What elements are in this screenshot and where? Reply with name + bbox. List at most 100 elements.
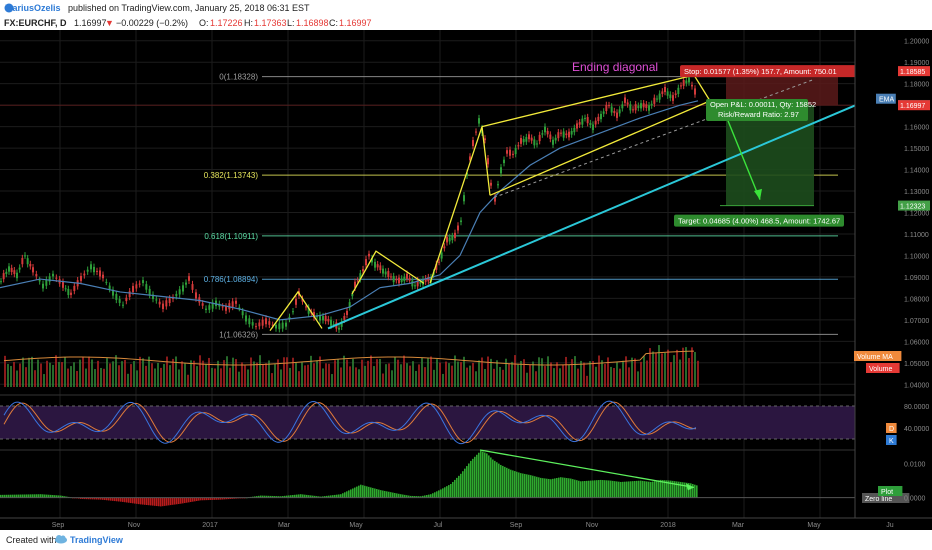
- volume-bar: [460, 362, 462, 387]
- time-tick-label: Jul: [434, 522, 443, 529]
- volume-bar: [574, 356, 576, 387]
- histogram-bar: [538, 477, 540, 498]
- volume-bar: [274, 364, 276, 387]
- histogram-bar: [642, 480, 644, 498]
- volume-bar: [193, 360, 195, 387]
- histogram-bar: [256, 496, 258, 498]
- histogram-bar: [264, 495, 266, 498]
- volume-bar: [13, 361, 15, 387]
- volume-bar: [616, 361, 618, 387]
- histogram-bar: [610, 480, 612, 498]
- histogram-bar: [414, 496, 416, 498]
- histogram-bar: [140, 497, 142, 505]
- candle-body: [552, 139, 554, 145]
- time-axis[interactable]: Sep Nov 2017 Mar May Jul Sep Nov 2018 Mar May Ju: [0, 517, 932, 530]
- histogram-bar: [346, 491, 348, 498]
- histogram-bar: [686, 482, 688, 498]
- symbol-label: FX:EURCHF, D: [4, 18, 67, 28]
- histogram-bar: [232, 497, 234, 499]
- candle-body: [490, 182, 492, 186]
- candle-body: [642, 103, 645, 108]
- volume-bar: [250, 357, 252, 387]
- candle-body: [677, 87, 680, 94]
- histogram-bar: [344, 492, 346, 498]
- chart-area[interactable]: 0(1.18328) 0.382(1.13743) 0.618(1.10911) 0.…: [0, 30, 932, 530]
- histogram-bar: [304, 494, 306, 498]
- histogram-bar: [312, 495, 314, 498]
- close-label: C:: [329, 18, 338, 28]
- open-value: 1.17226: [210, 18, 243, 28]
- author-link[interactable]: MariusOzelis: [5, 3, 61, 13]
- candle-body: [484, 138, 486, 141]
- histogram-bar: [382, 490, 384, 498]
- divergence-line: [479, 449, 695, 489]
- volume-bar: [595, 366, 597, 387]
- volume-bar: [127, 373, 129, 387]
- candle-body: [248, 318, 251, 325]
- histogram-bar: [14, 494, 16, 498]
- histogram-bar: [662, 480, 664, 498]
- candle-body: [592, 124, 594, 131]
- candle-body: [168, 298, 171, 303]
- histogram-bar: [440, 489, 442, 498]
- histogram-bar: [336, 494, 338, 498]
- price-axis[interactable]: 1.200001.190001.180001.170001.160001.150…: [854, 30, 932, 518]
- histogram-bar: [508, 468, 510, 498]
- histogram-bar: [42, 494, 44, 498]
- histogram-bar: [664, 480, 666, 498]
- histogram-bar: [26, 494, 28, 498]
- histogram-bar: [556, 478, 558, 498]
- histogram-bar: [582, 481, 584, 498]
- high-value: 1.17363: [254, 18, 287, 28]
- histogram-bar: [262, 495, 264, 498]
- volume-bar: [697, 360, 699, 387]
- candle-body: [162, 303, 164, 309]
- volume-bar: [439, 362, 441, 387]
- volume-bar: [226, 356, 228, 387]
- histogram-bar: [404, 494, 406, 498]
- histogram-bar: [494, 460, 496, 498]
- logo-mark: [4, 3, 14, 13]
- histogram-bar: [682, 482, 684, 498]
- low-label: L:: [287, 18, 295, 28]
- histogram-bar: [326, 495, 328, 498]
- tradingview-brand[interactable]: TradingView: [70, 535, 123, 545]
- candle-body: [530, 137, 533, 141]
- histogram-bar: [506, 467, 508, 498]
- volume-bar: [37, 359, 39, 387]
- price-tick-label: 1.20000: [904, 39, 929, 46]
- volume-bar: [670, 362, 672, 387]
- candle-body: [576, 123, 578, 129]
- indicator-tag-bg: [886, 423, 897, 433]
- histogram-bar: [536, 476, 538, 498]
- candle-body: [122, 304, 124, 306]
- time-tick-label: May: [807, 522, 821, 529]
- volume-bar: [559, 368, 561, 387]
- volume-bar: [289, 367, 291, 387]
- price-tag-bg: [898, 100, 930, 111]
- candle-body: [691, 84, 693, 87]
- histogram-bar: [658, 480, 660, 498]
- volume-bar: [499, 367, 501, 387]
- histogram-bar: [284, 495, 286, 498]
- histogram-bar: [672, 480, 674, 498]
- candle-body: [597, 116, 600, 122]
- candle-body: [536, 143, 538, 145]
- histogram-bar: [146, 497, 148, 506]
- volume-bar: [448, 363, 450, 387]
- indicator-tag: EMA: [879, 97, 895, 104]
- candle-body: [424, 278, 427, 282]
- volume-bar: [124, 359, 126, 387]
- histogram-bar: [62, 495, 64, 498]
- volume-bar: [16, 370, 18, 387]
- volume-bar: [640, 361, 642, 387]
- price-tick-label: 1.07000: [904, 318, 929, 325]
- histogram-bar: [64, 496, 66, 498]
- histogram-bar: [654, 481, 656, 498]
- histogram-bar: [474, 456, 476, 498]
- candle-body: [594, 120, 597, 125]
- histogram-bar: [692, 484, 694, 498]
- volume-bar: [172, 358, 174, 387]
- time-tick-label: Sep: [52, 522, 65, 529]
- histogram-bar: [374, 488, 376, 498]
